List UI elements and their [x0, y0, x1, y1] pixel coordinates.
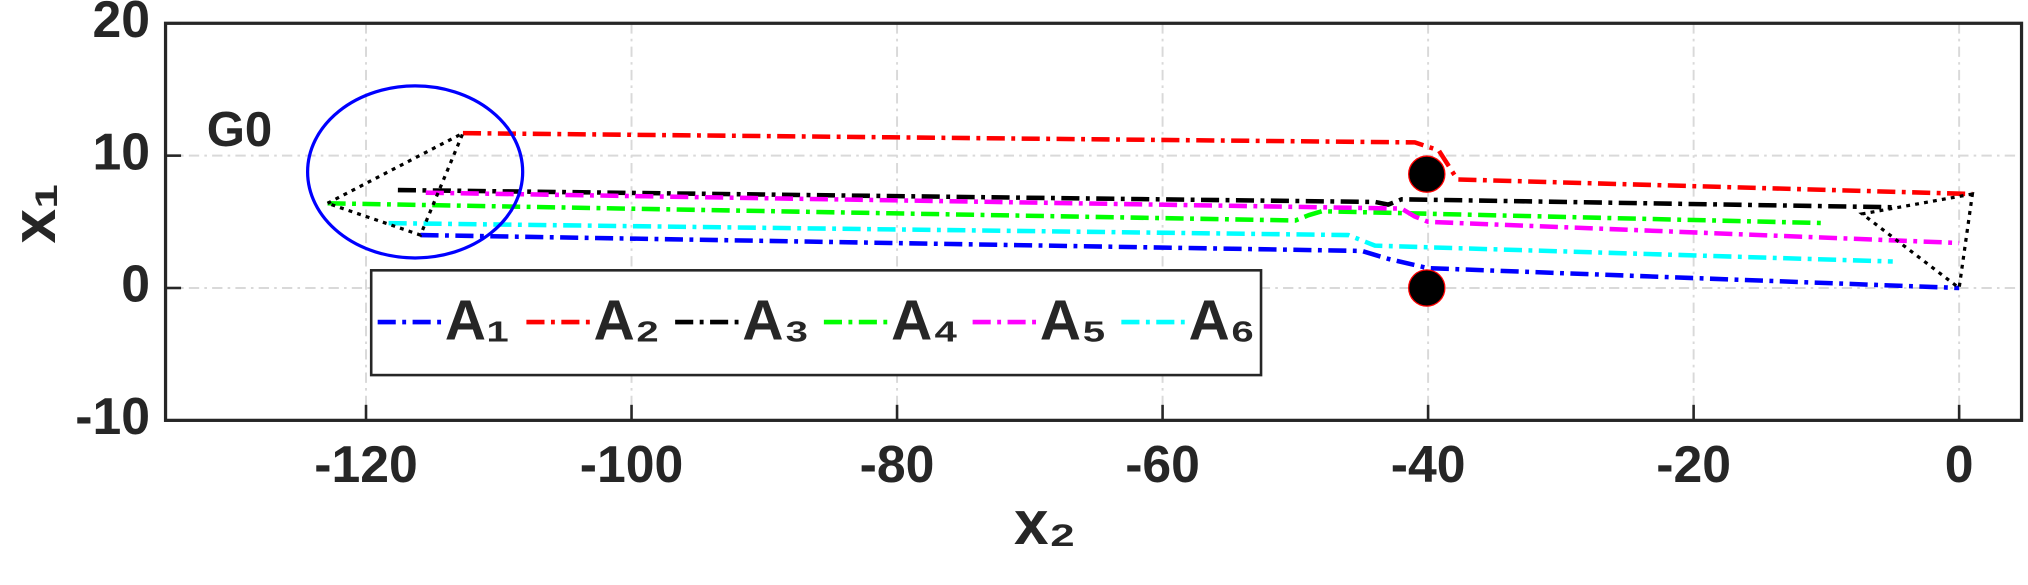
legend-box [369, 269, 1263, 377]
series-line [327, 201, 1827, 226]
x-tick-label: -100 [580, 435, 684, 493]
series-line [462, 130, 1973, 197]
legend: A₁ A₂ A₃ A₄ A₅ A₆ [369, 269, 1263, 377]
annotation: G0 [207, 103, 273, 157]
y-axis-label: x₁ [0, 183, 69, 243]
legend-label: A₃ [742, 289, 809, 353]
region-ellipse [305, 84, 525, 260]
x-tick-label: 0 [1945, 435, 1974, 493]
y-tick-label: 20 [92, 0, 150, 48]
x-tick-label: -60 [1125, 435, 1200, 493]
legend-label: A₆ [1189, 289, 1256, 353]
series-line [388, 220, 1893, 264]
obstacle-point [1408, 155, 1446, 193]
legend-label: A₂ [594, 289, 660, 353]
x-axis-label: x₂ [1014, 489, 1076, 558]
series-line [425, 190, 1960, 246]
series-line [420, 232, 1960, 291]
y-tick-label: -10 [75, 387, 150, 445]
legend-label: A₅ [1040, 289, 1107, 353]
x-tick-label: -20 [1656, 435, 1731, 493]
x-tick-label: -40 [1391, 435, 1466, 493]
axes-box [163, 21, 2024, 422]
x-tick-label: -120 [314, 435, 418, 493]
series-line [397, 187, 1893, 210]
y-tick-label: 0 [121, 255, 150, 313]
region-triangle [1858, 192, 1975, 291]
x-tick-label: -80 [860, 435, 935, 493]
obstacle-point [1408, 269, 1446, 307]
region-triangle [323, 129, 467, 238]
legend-label: A₄ [891, 289, 959, 353]
legend-label: A₁ [445, 289, 510, 353]
y-tick-label: 10 [92, 122, 150, 180]
